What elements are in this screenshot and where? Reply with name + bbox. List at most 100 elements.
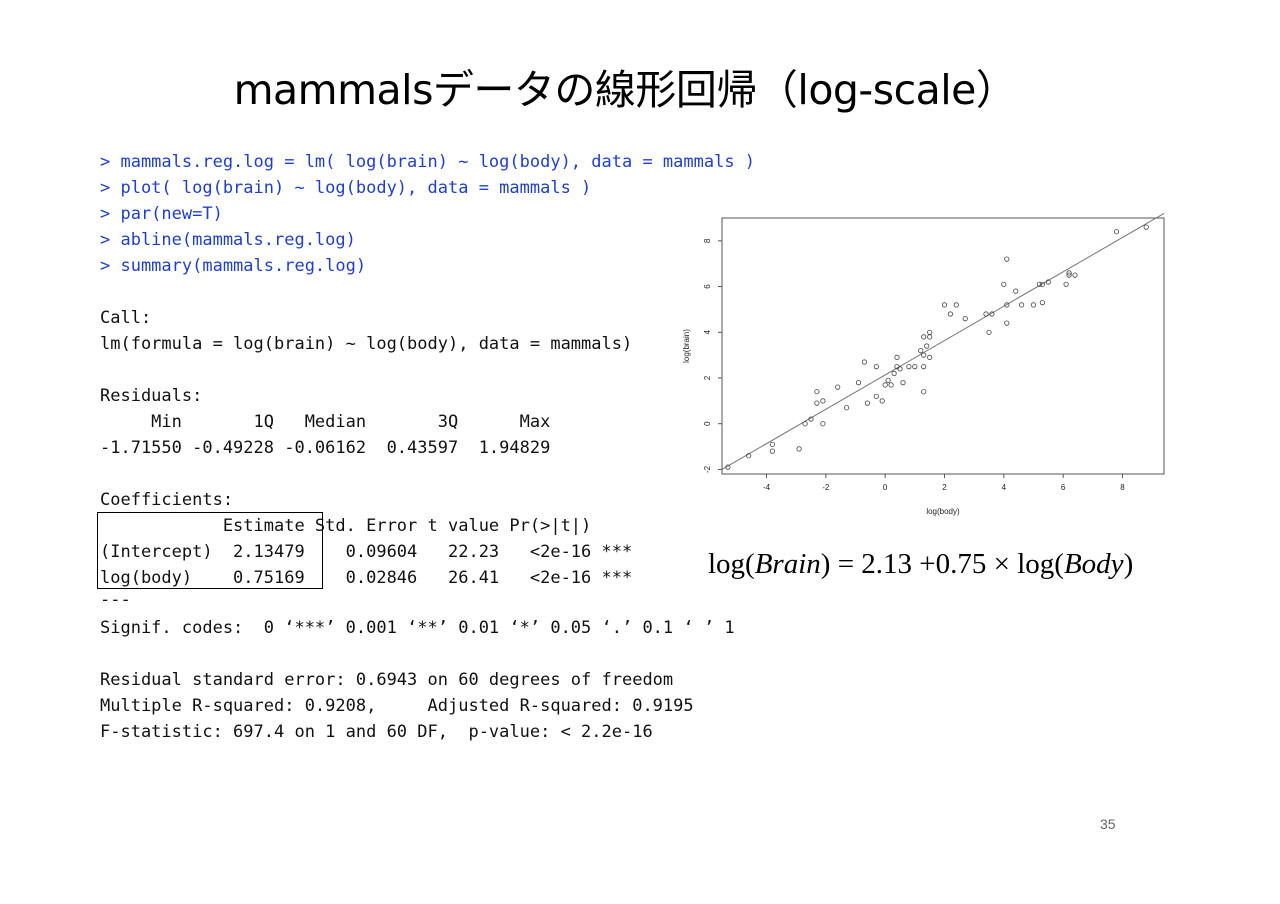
data-point [1018,302,1025,308]
call-formula: lm(formula = log(brain) ~ log(body), dat… [100,334,633,354]
coefficient-row-intercept: (Intercept) 2.13479 0.09604 22.23 <2e-16… [100,542,633,562]
data-point [927,354,933,360]
call-label: Call: [100,308,152,328]
data-point [906,364,912,370]
x-tick-label: -4 [763,483,771,492]
data-point [924,343,930,349]
f-statistic: F-statistic: 697.4 on 1 and 60 DF, p-val… [100,722,653,742]
residuals-label: Residuals: [100,386,203,406]
r-command-line: > mammals.reg.log = lm( log(brain) ~ log… [100,152,756,172]
data-point [835,384,841,390]
x-tick-label: 6 [1061,483,1066,492]
data-point [1039,300,1045,306]
estimate-highlight-box [97,512,323,589]
equation-text: log( [708,548,755,580]
y-tick-label: 4 [703,330,712,335]
y-tick-label: -2 [703,465,712,473]
data-point [746,453,752,459]
data-point [921,334,927,340]
data-point [1063,281,1069,287]
data-point [873,364,879,370]
coefficients-header: Estimate Std. Error t value Pr(>|t|) [100,516,592,536]
data-point [769,448,776,454]
data-point [808,416,814,422]
x-tick-label: 2 [942,483,947,492]
data-point [891,370,897,376]
data-point [1001,281,1007,287]
data-point [1066,270,1072,276]
coefficient-row-logbody: log(body) 0.75169 0.02846 26.41 <2e-16 *… [100,568,633,588]
data-point [855,380,862,386]
data-point [986,329,992,335]
page-number: 35 [1100,816,1116,832]
data-point [1036,281,1042,287]
r-command-line: > par(new=T) [100,204,223,224]
data-point [900,380,906,386]
data-point [802,421,808,427]
r-command-line: > plot( log(brain) ~ log(body), data = m… [100,178,592,198]
equation-text: ) = 2.13 +0.75 × log( [820,548,1064,580]
scatter-plot: -4 -2 0 2 4 6 8 -2 0 2 4 6 8 log(body) log(brain) [682,212,1165,516]
equation-variable-brain: Brain [754,548,821,580]
data-point [861,359,867,365]
data-point [927,334,933,340]
coefficients-label: Coefficients: [100,490,234,510]
signif-codes: Signif. codes: 0 ‘***’ 0.001 ‘**’ 0.01 ‘… [100,618,735,638]
data-point [921,364,927,370]
x-tick-label: 8 [1120,483,1125,492]
y-tick-label: 6 [703,284,712,289]
equation-variable-body: Body [1063,548,1124,580]
data-point [725,464,731,470]
data-point [1072,272,1078,278]
data-point [820,421,826,427]
data-point [885,377,891,383]
data-point [918,348,924,354]
data-point [953,302,959,308]
data-point [844,405,850,411]
data-point [1004,302,1010,308]
r-squared: Multiple R-squared: 0.9208, Adjusted R-s… [100,696,694,716]
y-tick-label: 2 [703,375,712,380]
data-point [873,393,879,399]
data-point [882,382,888,388]
residual-standard-error: Residual standard error: 0.6943 on 60 de… [100,670,674,690]
x-axis-label: log(body) [926,507,960,516]
data-point [947,311,953,317]
r-command-line: > summary(mammals.reg.log) [100,256,367,276]
y-axis-ticks: -2 0 2 4 6 8 [703,238,722,473]
data-point [879,398,885,404]
data-point [1143,224,1149,230]
data-point [1030,302,1037,308]
data-point [989,311,995,317]
residuals-values: -1.71550 -0.49228 -0.06162 0.43597 1.948… [100,438,551,458]
r-command-line: > abline(mammals.reg.log) [100,230,356,250]
data-point [927,329,933,335]
data-point [888,382,894,388]
data-point [1066,272,1072,278]
data-point [912,364,918,370]
x-tick-label: 0 [883,483,888,492]
data-point [814,389,820,395]
y-axis-label: log(brain) [682,329,691,363]
y-tick-label: 0 [703,421,712,426]
data-point [921,389,927,395]
data-point [820,398,826,404]
regression-line [721,212,1165,470]
data-point [1004,256,1010,262]
slide-title: mammalsデータの線形回帰（log-scale） [233,66,1017,114]
data-point [962,316,968,322]
x-tick-label: 4 [1002,483,1007,492]
y-tick-label: 8 [703,238,712,243]
regression-equation: log(Brain) = 2.13 +0.75 × log(Body) [708,548,1133,581]
data-point [1039,281,1045,287]
data-point [1013,288,1019,294]
data-point [983,311,989,317]
equation-text: ) [1123,548,1134,580]
data-point [1004,320,1010,326]
data-point [796,446,802,452]
plot-frame [721,217,1165,475]
data-point [864,400,870,406]
separator-line: --- [100,590,131,610]
data-point [897,366,903,372]
data-point [1045,279,1051,285]
